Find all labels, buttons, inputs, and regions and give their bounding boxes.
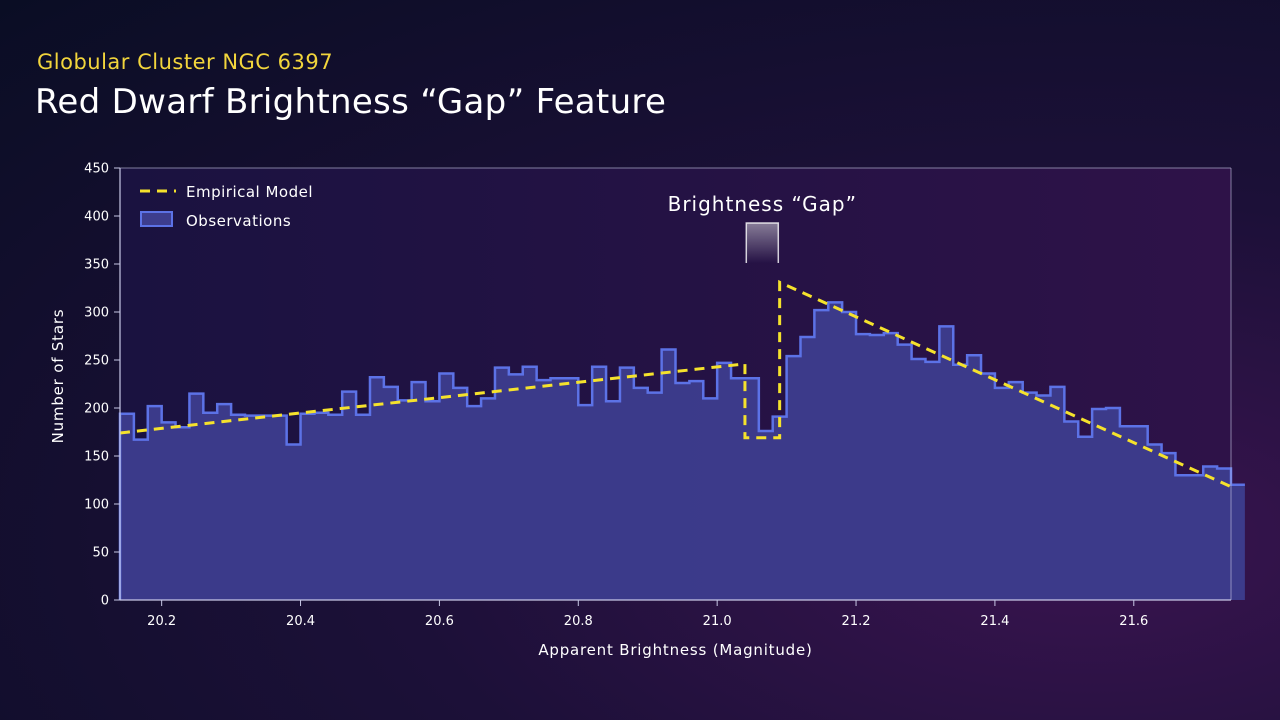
observations-fill — [120, 302, 1245, 600]
legend-observations-label: Observations — [186, 212, 291, 230]
x-tick-label: 21.0 — [703, 614, 732, 629]
y-tick-label: 100 — [84, 498, 109, 513]
x-tick-label: 20.4 — [286, 614, 315, 629]
y-tick-label: 200 — [84, 402, 109, 417]
chart-subtitle: Globular Cluster NGC 6397 — [37, 50, 334, 74]
y-tick-label: 0 — [101, 594, 109, 609]
model-layer — [119, 279, 1232, 489]
legend: Empirical Model Observations — [140, 183, 313, 230]
x-tick-label: 21.2 — [842, 614, 871, 629]
gap-marker-fill — [746, 223, 779, 263]
observations-outline — [118, 301, 1245, 600]
axes-layer: 0 50 100 150 200 250 300 350 400 450 20.2 20.4 20.6 2… — [49, 162, 1232, 659]
gap-marker-bracket — [745, 222, 780, 263]
x-tick-label: 20.2 — [147, 614, 176, 629]
y-tick-label: 300 — [84, 306, 109, 321]
y-axis-label: Number of Stars — [49, 309, 67, 444]
y-tick-label: 350 — [84, 258, 109, 273]
x-tick-label: 21.4 — [980, 614, 1009, 629]
x-tick-label: 20.8 — [564, 614, 593, 629]
gap-annotation-label: Brightness “Gap” — [668, 192, 857, 216]
x-tick-label: 21.6 — [1119, 614, 1148, 629]
empirical-model-line — [119, 279, 1232, 489]
annotation-layer: Brightness “Gap” — [668, 192, 857, 263]
observations-layer — [118, 301, 1245, 600]
x-tick-label: 20.6 — [425, 614, 454, 629]
legend-model-label: Empirical Model — [186, 183, 313, 201]
y-tick-label: 450 — [84, 162, 109, 177]
legend-observations-swatch — [140, 211, 173, 227]
y-tick-label: 50 — [92, 546, 109, 561]
y-tick-label: 150 — [84, 450, 109, 465]
y-tick-label: 400 — [84, 210, 109, 225]
x-axis-label: Apparent Brightness (Magnitude) — [538, 641, 812, 659]
y-tick-label: 250 — [84, 354, 109, 369]
chart-title: Red Dwarf Brightness “Gap” Feature — [35, 82, 667, 122]
